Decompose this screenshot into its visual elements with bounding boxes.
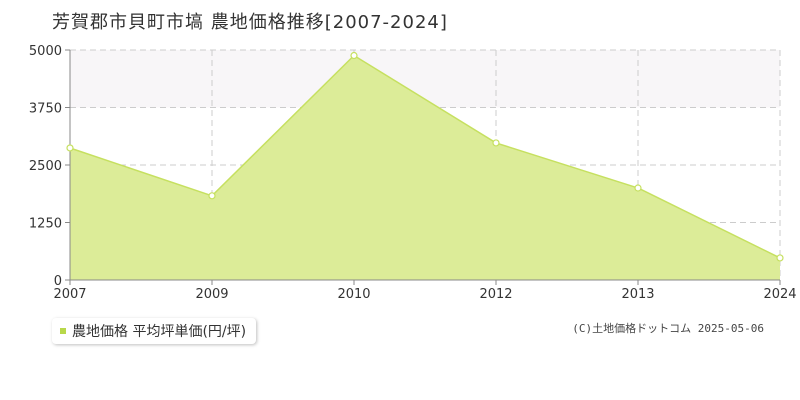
x-tick-label: 2024 (763, 287, 796, 302)
data-point (776, 254, 784, 262)
series-line (69, 54, 781, 259)
x-tick-label: 2010 (337, 287, 370, 302)
legend-label: 農地価格 平均坪単価(円/坪) (72, 324, 247, 340)
x-tick-label: 2013 (621, 287, 654, 302)
copyright-text: (C)土地価格ドットコム 2025-05-06 (572, 322, 764, 335)
y-tick-label: 3750 (29, 102, 62, 117)
y-tick-labels: 0 1250 2500 3750 5000 (29, 44, 62, 289)
axes (65, 49, 781, 285)
y-tick-label: 2500 (29, 159, 62, 174)
y-tick-label: 1250 (29, 217, 62, 232)
data-point (66, 144, 74, 152)
data-point (208, 192, 216, 200)
data-point (492, 139, 500, 147)
chart-title: 芳賀郡市貝町市塙 農地価格推移[2007-2024] (52, 12, 448, 33)
data-point (350, 51, 358, 60)
legend-swatch (60, 328, 66, 334)
x-tick-labels: 2007 2009 2010 2012 2013 2024 (53, 287, 796, 302)
data-point (634, 184, 642, 192)
plot-band (70, 50, 780, 108)
x-tick-label: 2007 (53, 287, 86, 302)
series-area (70, 55, 780, 280)
x-tick-label: 2012 (479, 287, 512, 302)
y-tick-label: 0 (54, 274, 62, 289)
y-tick-label: 5000 (29, 44, 62, 59)
legend: 農地価格 平均坪単価(円/坪) (52, 318, 257, 344)
data-markers (66, 51, 784, 262)
x-tick-label: 2009 (195, 287, 228, 302)
